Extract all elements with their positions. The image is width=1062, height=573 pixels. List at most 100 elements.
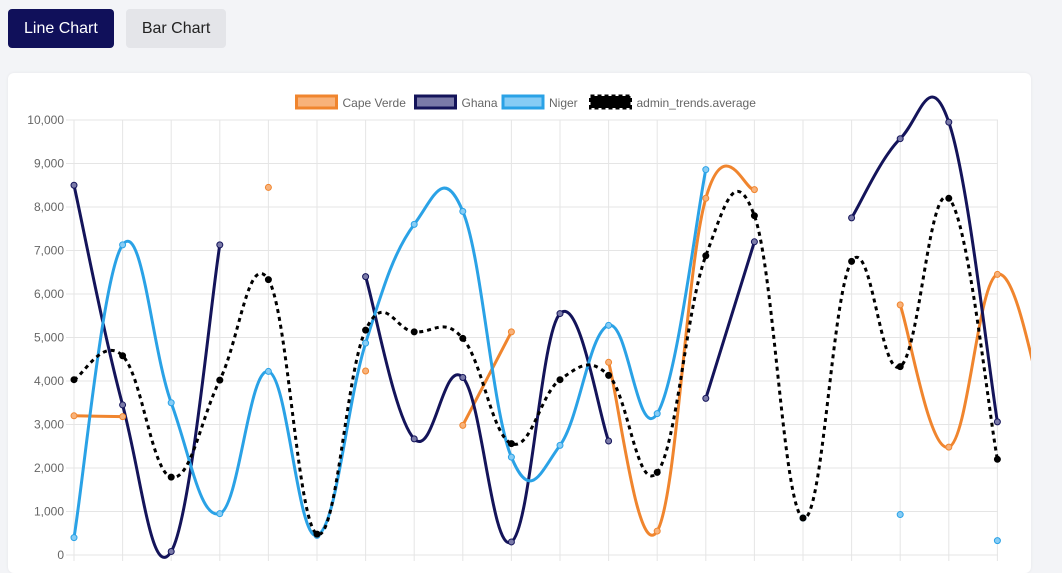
- data-point-admin-trends-average: [459, 334, 467, 342]
- series-line-niger: [72, 169, 708, 538]
- y-tick-label: 4,000: [34, 374, 64, 388]
- legend-swatch-cape-verde: [295, 94, 338, 110]
- line-chart: 0 1,000 2,000 3,000 4,000 5,000 6,000 7,000 8,00…: [27, 94, 1031, 562]
- data-point-admin-trends-average: [750, 212, 758, 220]
- data-point-cape-verde: [945, 443, 953, 451]
- y-tick-label: 3,000: [34, 418, 64, 432]
- data-point-ghana: [896, 135, 904, 143]
- data-point-admin-trends-average: [993, 455, 1001, 463]
- series-line-ghana: [704, 241, 756, 399]
- data-point-admin-trends-average: [605, 371, 613, 379]
- data-point-niger: [459, 207, 467, 215]
- data-point-admin-trends-average: [896, 363, 904, 371]
- chart-type-tabs: Line Chart Bar Chart: [8, 9, 227, 48]
- data-point-admin-trends-average: [848, 257, 856, 265]
- data-point-admin-trends-average: [167, 473, 175, 481]
- data-point-admin-trends-average: [410, 328, 418, 336]
- series-line-ghana: [364, 276, 611, 544]
- data-point-ghana: [993, 418, 1001, 426]
- data-point-admin-trends-average: [362, 326, 370, 334]
- y-tick-label: 6,000: [34, 287, 64, 301]
- tab-bar-chart[interactable]: Bar Chart: [125, 9, 227, 48]
- data-point-niger: [362, 339, 370, 347]
- data-point-admin-trends-average: [556, 376, 564, 384]
- y-tick-label: 7,000: [34, 244, 64, 258]
- data-point-cape-verde: [459, 421, 467, 429]
- data-point-niger: [896, 511, 904, 519]
- series-line-admin-trends-average: [73, 189, 999, 536]
- legend-swatch-niger: [501, 94, 545, 110]
- legend-label-admin-trends-average: admin_trends.average: [637, 96, 757, 110]
- series-line-cape-verde: [461, 331, 513, 427]
- data-point-niger: [216, 510, 224, 518]
- data-point-admin-trends-average: [313, 530, 321, 538]
- y-tick-label: 8,000: [34, 200, 64, 214]
- data-point-cape-verde: [993, 270, 1001, 278]
- data-point-niger: [410, 220, 418, 228]
- chart-card: 0 1,000 2,000 3,000 4,000 5,000 6,000 7,000 8,00…: [8, 73, 1031, 573]
- data-point-admin-trends-average: [119, 352, 127, 360]
- data-point-cape-verde: [362, 367, 370, 375]
- y-tick-label: 9,000: [34, 157, 64, 171]
- data-point-ghana: [216, 241, 224, 249]
- legend-label-ghana: Ghana: [462, 96, 498, 110]
- points-admin-trends-average: [70, 194, 1001, 538]
- data-point-cape-verde: [702, 194, 710, 202]
- data-point-cape-verde: [70, 412, 78, 420]
- legend: Cape Verde Ghana Niger admin_trends.average: [295, 94, 757, 110]
- data-point-ghana: [750, 238, 758, 246]
- legend-item-ghana: Ghana: [414, 94, 498, 110]
- data-point-admin-trends-average: [264, 276, 272, 284]
- data-point-niger: [993, 537, 1001, 545]
- data-point-admin-trends-average: [702, 252, 710, 260]
- data-point-ghana: [362, 273, 370, 281]
- data-point-ghana: [848, 214, 856, 222]
- y-tick-label: 10,000: [27, 113, 64, 127]
- series-line-cape-verde: [898, 272, 1031, 449]
- data-point-ghana: [70, 181, 78, 189]
- data-point-cape-verde: [605, 358, 613, 366]
- data-point-admin-trends-average: [507, 440, 515, 448]
- data-point-admin-trends-average: [70, 376, 78, 384]
- data-point-admin-trends-average: [945, 194, 953, 202]
- y-axis: 0 1,000 2,000 3,000 4,000 5,000 6,000 7,000 8,00…: [27, 113, 64, 562]
- series-line-cape-verde: [607, 164, 755, 537]
- data-point-ghana: [945, 118, 953, 126]
- legend-item-admin-trends-average: admin_trends.average: [589, 94, 757, 110]
- data-point-ghana: [410, 435, 418, 443]
- grid-lines: [66, 119, 998, 561]
- series-line-ghana: [850, 95, 999, 423]
- data-point-ghana: [507, 538, 515, 546]
- data-point-cape-verde: [507, 328, 515, 336]
- data-point-cape-verde: [119, 413, 127, 421]
- points-niger: [70, 166, 1001, 545]
- data-point-cape-verde: [653, 527, 661, 535]
- series-ghana: [72, 95, 999, 559]
- data-point-niger: [605, 321, 613, 329]
- data-point-ghana: [556, 310, 564, 318]
- legend-label-niger: Niger: [549, 96, 578, 110]
- data-point-niger: [653, 410, 661, 418]
- data-point-admin-trends-average: [653, 468, 661, 476]
- legend-item-cape-verde: Cape Verde: [295, 94, 407, 110]
- data-point-niger: [507, 453, 515, 461]
- data-point-niger: [70, 534, 78, 542]
- series-admin-trends-average: [73, 189, 999, 536]
- legend-item-niger: Niger: [501, 94, 578, 110]
- legend-swatch-ghana: [414, 94, 457, 110]
- series-cape-verde: [73, 164, 1031, 537]
- data-point-niger: [119, 241, 127, 249]
- y-tick-label: 1,000: [34, 505, 64, 519]
- data-point-niger: [264, 367, 272, 375]
- data-point-niger: [556, 441, 564, 449]
- tab-line-chart[interactable]: Line Chart: [8, 9, 114, 48]
- data-point-ghana: [167, 548, 175, 556]
- data-point-ghana: [119, 401, 127, 409]
- data-point-admin-trends-average: [799, 514, 807, 522]
- data-point-ghana: [605, 437, 613, 445]
- series-line-ghana: [72, 184, 222, 559]
- data-point-niger: [702, 166, 710, 174]
- legend-label-cape-verde: Cape Verde: [343, 96, 407, 110]
- series-niger: [72, 169, 708, 538]
- data-point-ghana: [459, 374, 467, 382]
